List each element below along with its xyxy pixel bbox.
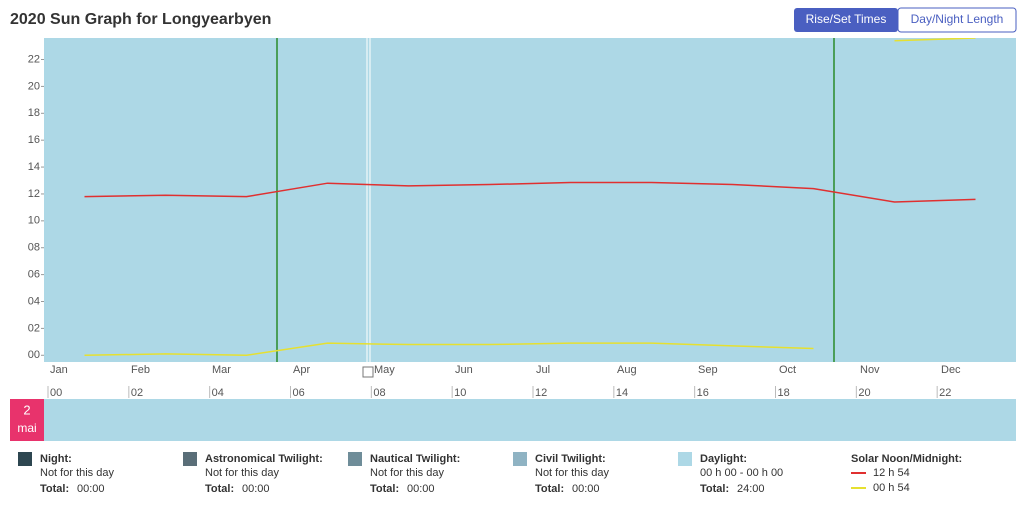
y-tick-label: 14 bbox=[28, 161, 40, 173]
legend-series-name: 12 h 54 bbox=[873, 467, 910, 479]
hour-label: 12 bbox=[535, 387, 547, 399]
date-month: mai bbox=[17, 421, 36, 435]
legend-total: 24:00 bbox=[737, 483, 765, 495]
legend-name: Astronomical Twilight: bbox=[205, 453, 323, 465]
series-line bbox=[894, 38, 976, 42]
y-tick-label: 12 bbox=[28, 188, 40, 200]
hour-label: 02 bbox=[131, 387, 143, 399]
legend-swatch bbox=[183, 452, 197, 466]
hour-label: 00 bbox=[50, 387, 62, 399]
y-tick-label: 04 bbox=[28, 295, 40, 307]
legend-total-label: Total: bbox=[370, 483, 399, 495]
legend-status: Not for this day bbox=[370, 467, 444, 479]
hour-label: 08 bbox=[373, 387, 385, 399]
legend-series-name: 00 h 54 bbox=[873, 482, 910, 494]
legend-name: Civil Twilight: bbox=[535, 453, 606, 465]
x-tick-label: May bbox=[374, 364, 395, 376]
legend-swatch bbox=[18, 452, 32, 466]
x-tick-label: Dec bbox=[941, 364, 961, 376]
legend-solar-title: Solar Noon/Midnight: bbox=[851, 453, 962, 465]
series-lines bbox=[84, 38, 976, 357]
hour-label: 04 bbox=[212, 387, 224, 399]
x-tick-label: Oct bbox=[779, 364, 796, 376]
legend-name: Daylight: bbox=[700, 453, 747, 465]
tab-rise-set[interactable] bbox=[794, 8, 898, 32]
series-line bbox=[84, 342, 814, 357]
y-tick-label: 08 bbox=[28, 242, 40, 254]
y-tick-label: 02 bbox=[28, 322, 40, 334]
hour-label: 16 bbox=[697, 387, 709, 399]
y-tick-label: 20 bbox=[28, 80, 40, 92]
hour-label: 20 bbox=[858, 387, 870, 399]
legend-total: 00:00 bbox=[242, 483, 270, 495]
y-tick-label: 18 bbox=[28, 107, 40, 119]
legend-swatch bbox=[513, 452, 527, 466]
legend-total: 00:00 bbox=[572, 483, 600, 495]
legend-total-label: Total: bbox=[700, 483, 729, 495]
legend-name: Nautical Twilight: bbox=[370, 453, 460, 465]
legend-swatch bbox=[348, 452, 362, 466]
hour-label: 10 bbox=[454, 387, 466, 399]
date-badge bbox=[10, 399, 44, 441]
x-tick-label: Jul bbox=[536, 364, 550, 376]
y-tick-label: 06 bbox=[28, 269, 40, 281]
tab-label[interactable]: Rise/Set Times bbox=[806, 12, 887, 26]
page-title: 2020 Sun Graph for Longyearbyen bbox=[10, 11, 271, 28]
x-tick-label: Nov bbox=[860, 364, 880, 376]
twilight-shading bbox=[44, 38, 1016, 362]
hour-label: 22 bbox=[939, 387, 951, 399]
legend-total: 00:00 bbox=[77, 483, 105, 495]
legend: Night: Not for this day Total: 00:00 Astrono… bbox=[18, 452, 962, 495]
x-tick-label: Jan bbox=[50, 364, 68, 376]
legend-status: Not for this day bbox=[535, 467, 609, 479]
legend-total-label: Total: bbox=[205, 483, 234, 495]
legend-name: Night: bbox=[40, 453, 72, 465]
tab-day-night[interactable] bbox=[897, 7, 1017, 33]
day-bar bbox=[44, 399, 1016, 441]
day-slider-handle[interactable] bbox=[362, 366, 374, 378]
legend-status: Not for this day bbox=[205, 467, 279, 479]
y-tick-label: 16 bbox=[28, 134, 40, 146]
x-tick-label: Jun bbox=[455, 364, 473, 376]
y-tick-label: 10 bbox=[28, 215, 40, 227]
y-tick-label: 22 bbox=[28, 53, 40, 65]
legend-swatch bbox=[678, 452, 692, 466]
twilight-zone bbox=[44, 38, 1016, 362]
legend-total-label: Total: bbox=[40, 483, 69, 495]
hour-label: 06 bbox=[293, 387, 305, 399]
hour-label: 14 bbox=[616, 387, 628, 399]
tab-label[interactable]: Day/Night Length bbox=[911, 12, 1004, 26]
x-tick-label: Sep bbox=[698, 364, 718, 376]
x-tick-label: Mar bbox=[212, 364, 231, 376]
legend-status: Not for this day bbox=[40, 467, 114, 479]
legend-total: 00:00 bbox=[407, 483, 435, 495]
legend-status: 00 h 00 - 00 h 00 bbox=[700, 467, 783, 479]
x-tick-label: Aug bbox=[617, 364, 637, 376]
legend-total-label: Total: bbox=[535, 483, 564, 495]
x-tick-label: Apr bbox=[293, 364, 310, 376]
y-tick-label: 00 bbox=[28, 349, 40, 361]
series-line bbox=[84, 181, 976, 203]
x-tick-label: Feb bbox=[131, 364, 150, 376]
date-day: 2 bbox=[23, 402, 30, 417]
hour-label: 18 bbox=[778, 387, 790, 399]
